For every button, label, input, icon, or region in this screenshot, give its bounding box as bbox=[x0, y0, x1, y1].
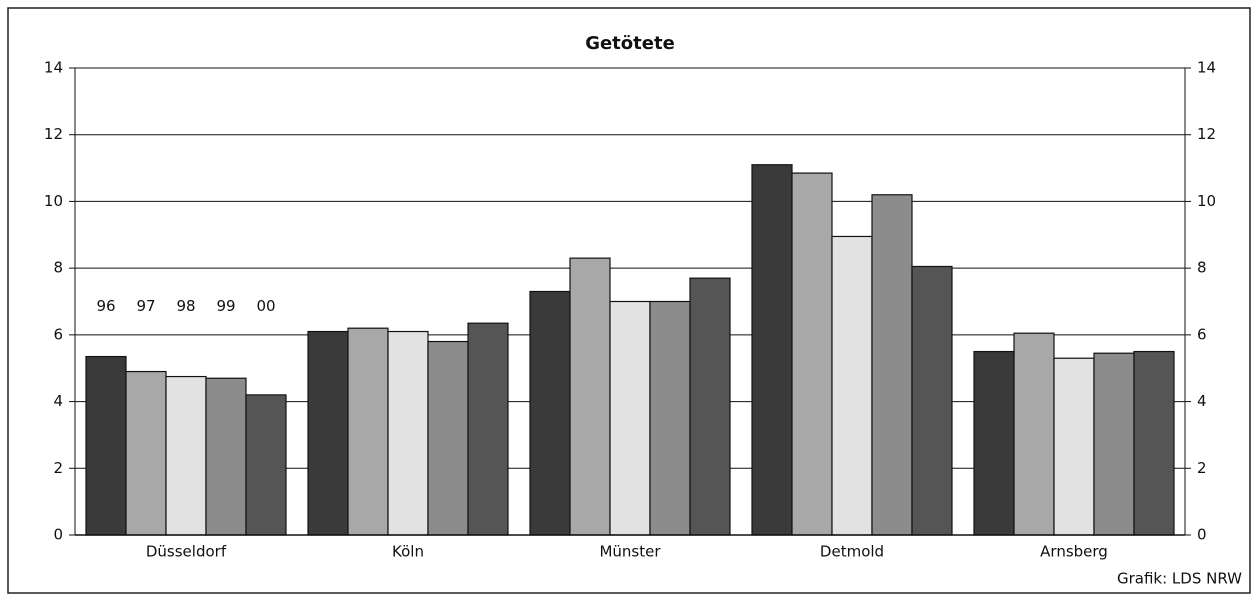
y-tick-label: 4 bbox=[53, 392, 63, 410]
y2-tick-label: 12 bbox=[1197, 125, 1216, 143]
y2-tick-label: 2 bbox=[1197, 459, 1207, 477]
bar bbox=[751, 164, 793, 536]
x-tick-label: Düsseldorf bbox=[146, 543, 227, 561]
chart-title: Getötete bbox=[585, 33, 675, 54]
y2-tick-label: 10 bbox=[1197, 192, 1216, 210]
source-note: Grafik: LDS NRW bbox=[1117, 570, 1242, 588]
bar bbox=[387, 330, 429, 536]
bar bbox=[467, 322, 509, 536]
bar bbox=[1133, 350, 1175, 536]
bar bbox=[1013, 332, 1055, 536]
y-tick-label: 8 bbox=[53, 259, 63, 277]
bar bbox=[125, 370, 167, 536]
x-tick-label: Münster bbox=[599, 543, 661, 561]
y2-tick-label: 6 bbox=[1197, 325, 1207, 343]
y-tick-label: 14 bbox=[44, 59, 63, 77]
bar bbox=[1093, 352, 1135, 536]
y2-tick-label: 0 bbox=[1197, 526, 1207, 544]
bar bbox=[307, 330, 349, 536]
bar bbox=[791, 172, 833, 536]
bar bbox=[85, 355, 127, 536]
legend-label: 97 bbox=[136, 297, 155, 315]
y2-tick-label: 4 bbox=[1197, 392, 1207, 410]
y-tick-label: 6 bbox=[53, 325, 63, 343]
y-tick-label: 2 bbox=[53, 459, 63, 477]
legend-label: 00 bbox=[256, 297, 275, 315]
bar bbox=[347, 327, 389, 536]
x-tick-label: Köln bbox=[392, 543, 424, 561]
legend-label: 98 bbox=[176, 297, 195, 315]
bar bbox=[831, 235, 873, 536]
bar bbox=[871, 194, 913, 536]
legend-label: 99 bbox=[216, 297, 235, 315]
bar bbox=[1053, 357, 1095, 536]
bar bbox=[911, 265, 953, 536]
legend-label: 96 bbox=[96, 297, 115, 315]
y2-tick-label: 8 bbox=[1197, 259, 1207, 277]
y-tick-label: 0 bbox=[53, 526, 63, 544]
bar bbox=[689, 277, 731, 536]
bar bbox=[245, 394, 287, 536]
x-tick-label: Detmold bbox=[820, 543, 884, 561]
y-tick-label: 10 bbox=[44, 192, 63, 210]
y2-tick-label: 14 bbox=[1197, 59, 1216, 77]
bar bbox=[165, 375, 207, 536]
bar bbox=[973, 350, 1015, 536]
bar bbox=[205, 377, 247, 536]
bar bbox=[609, 300, 651, 536]
bar bbox=[427, 340, 469, 536]
bar bbox=[529, 290, 571, 536]
x-tick-label: Arnsberg bbox=[1040, 543, 1108, 561]
bar bbox=[649, 300, 691, 536]
frame bbox=[7, 7, 1251, 594]
bar bbox=[569, 257, 611, 536]
y-tick-label: 12 bbox=[44, 125, 63, 143]
